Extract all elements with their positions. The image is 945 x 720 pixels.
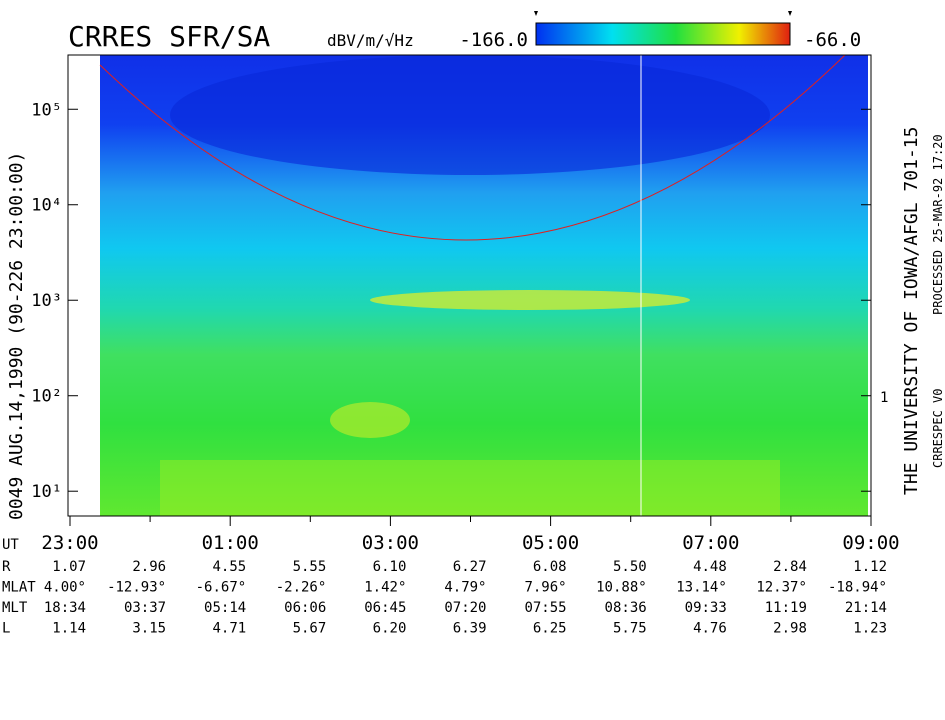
colorbar	[535, 22, 791, 46]
ephemeris-value: 12.37°	[756, 580, 807, 596]
ephemeris-value: 21:14	[845, 600, 887, 616]
ephemeris-value: 1.12	[853, 559, 887, 575]
side-text: PROCESSED 25-MAR-92 17:20	[931, 134, 945, 315]
ephemeris-value: 6.08	[533, 559, 567, 575]
colorbar-arrow	[534, 11, 792, 16]
ephemeris-value: 06:45	[364, 600, 406, 616]
ephemeris-value: 1.42°	[364, 580, 406, 596]
plasma-curve	[99, 54, 846, 241]
colorbar-min: -166.0	[459, 29, 528, 51]
ephemeris-value: 5.55	[293, 559, 327, 575]
ephemeris-value: 13.14°	[676, 580, 727, 596]
ephemeris-value: 5.67	[293, 621, 327, 637]
ephemeris-value: 5.50	[613, 559, 647, 575]
ephemeris-value: 08:36	[605, 600, 647, 616]
y-tick-label: 10⁴	[31, 196, 62, 216]
ephemeris-value: 2.98	[773, 621, 807, 637]
ephemeris-value: 6.25	[533, 621, 567, 637]
plot-frame	[67, 54, 872, 517]
ephemeris-value: 2.96	[132, 559, 166, 575]
ephemeris-value: 2.84	[773, 559, 807, 575]
ephemeris-value: 4.76	[693, 621, 727, 637]
ephemeris-value: 3.15	[132, 621, 166, 637]
ephemeris-value: -6.67°	[196, 580, 247, 596]
ephemeris-label: MLAT	[2, 580, 36, 596]
chart-title: CRRES SFR/SA	[68, 20, 270, 53]
x-tick-label: 05:00	[522, 532, 579, 554]
ephemeris-value: 1.23	[853, 621, 887, 637]
ephemeris-value: 4.48	[693, 559, 727, 575]
ephemeris-value: 05:14	[204, 600, 246, 616]
y-tick-label: 10²	[31, 387, 62, 407]
ephemeris-label: L	[2, 621, 10, 637]
y2-label: 1	[880, 390, 888, 406]
ephemeris-value: 5.75	[613, 621, 647, 637]
ephemeris-value: -18.94°	[828, 580, 887, 596]
ephemeris-value: 18:34	[44, 600, 86, 616]
ephemeris-value: 4.71	[212, 621, 246, 637]
x-tick-label: 07:00	[682, 532, 739, 554]
ephemeris-label: R	[2, 559, 11, 575]
x-tick-label: 09:00	[842, 532, 899, 554]
x-tick-label: 03:00	[362, 532, 419, 554]
ephemeris-value: 06:06	[284, 600, 326, 616]
ephemeris-value: 4.55	[212, 559, 246, 575]
ephemeris-value: 6.20	[373, 621, 407, 637]
ephemeris-value: -2.26°	[276, 580, 327, 596]
ephemeris-value: -12.93°	[107, 580, 166, 596]
ephemeris-value: 4.79°	[444, 580, 486, 596]
colorbar-max: -66.0	[804, 29, 861, 51]
ephemeris-value: 09:33	[685, 600, 727, 616]
ephemeris-value: 1.14	[52, 621, 86, 637]
y-axis-label: 0049 AUG.14,1990 (90-226 23:00:00)	[6, 152, 27, 520]
y-tick-label: 10⁵	[31, 100, 62, 120]
x-tick-label: 23:00	[41, 532, 98, 554]
ephemeris-value: 6.10	[373, 559, 407, 575]
ephemeris-value: 07:20	[444, 600, 486, 616]
spectrogram-feature	[170, 55, 770, 175]
x-tick-label: 01:00	[202, 532, 259, 554]
spectrogram-feature	[330, 402, 410, 438]
ephemeris-value: 4.00°	[44, 580, 86, 596]
ephemeris-value: 7.96°	[524, 580, 566, 596]
ephemeris-value: 6.39	[453, 621, 487, 637]
ephemeris-value: 07:55	[524, 600, 566, 616]
colorbar-unit: dBV/m/√Hz	[327, 31, 414, 50]
spectrogram-feature	[160, 460, 780, 516]
x-row-label: UT	[2, 537, 19, 553]
ephemeris-value: 10.88°	[596, 580, 647, 596]
y-tick-label: 10³	[31, 291, 62, 311]
ephemeris-value: 03:37	[124, 600, 166, 616]
side-text: CRRESPEC V0	[931, 389, 945, 468]
ephemeris-value: 6.27	[453, 559, 487, 575]
side-text: THE UNIVERSITY OF IOWA/AFGL 701-15	[901, 127, 922, 495]
spectrogram-feature	[370, 290, 690, 310]
ephemeris-label: MLT	[2, 600, 28, 616]
ephemeris-value: 1.07	[52, 559, 86, 575]
ephemeris-value: 11:19	[765, 600, 807, 616]
y-tick-label: 10¹	[31, 482, 62, 502]
